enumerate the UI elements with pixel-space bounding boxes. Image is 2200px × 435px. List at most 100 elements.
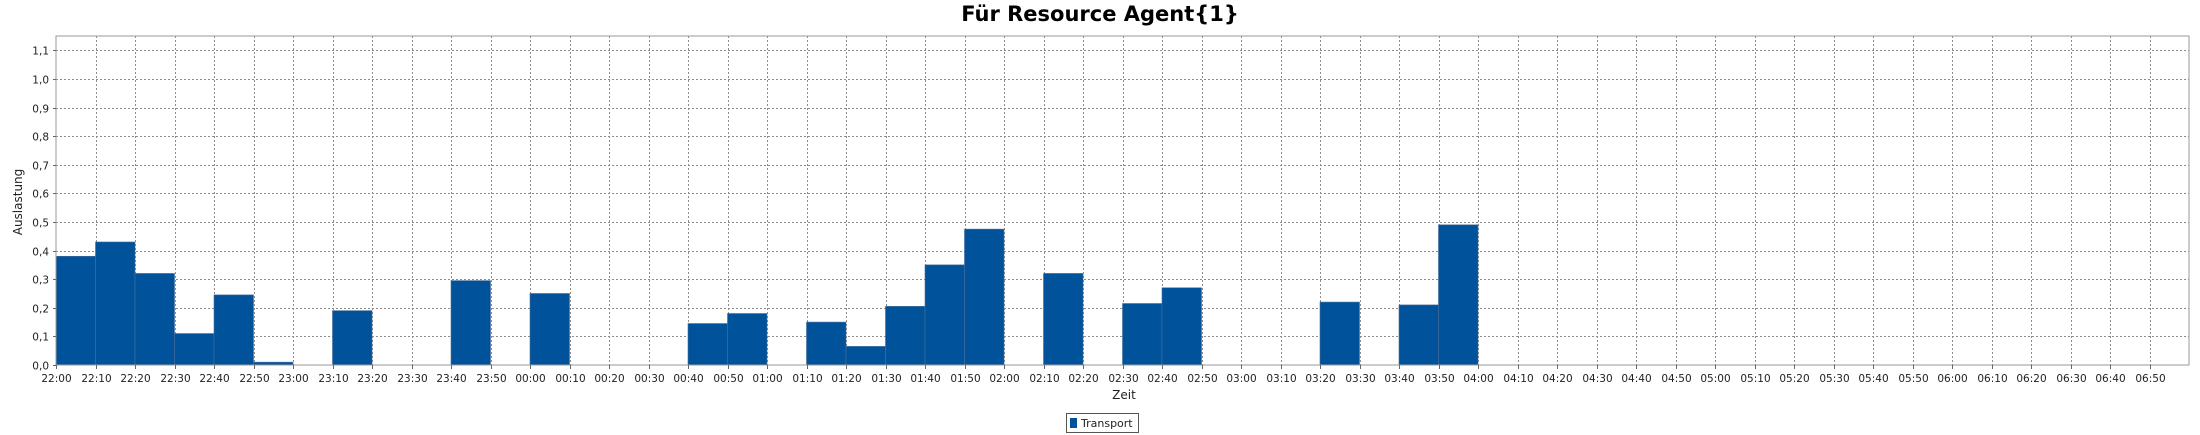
y-tick-label: 0,7 <box>32 161 49 173</box>
x-tick-label: 03:10 <box>1266 373 1296 385</box>
x-tick-label: 03:40 <box>1384 373 1414 385</box>
x-tick-label: 02:40 <box>1147 373 1177 385</box>
plot-area <box>55 35 2190 366</box>
x-tick-label: 02:00 <box>989 373 1019 385</box>
x-tick-label: 22:40 <box>199 373 229 385</box>
x-tick-label: 05:40 <box>1858 373 1888 385</box>
x-tick-label: 04:50 <box>1661 373 1691 385</box>
y-tick-label: 0,8 <box>32 132 49 144</box>
x-tick-label: 23:20 <box>357 373 387 385</box>
bar-0110 <box>806 321 847 366</box>
bar-0240 <box>1161 287 1202 366</box>
legend: Transport <box>1066 413 1139 433</box>
y-tick-label: 0,2 <box>32 304 49 316</box>
bar-2210 <box>95 241 136 366</box>
y-tick-labels: 0,0 0,1 0,2 0,3 0,4 0,5 0,6 0,7 0,8 0,9 1,0 1,1 <box>32 46 49 373</box>
x-tick-label: 22:10 <box>81 373 111 385</box>
bar-0210 <box>1043 273 1084 366</box>
x-tick-label: 04:40 <box>1621 373 1651 385</box>
x-tick-label: 04:00 <box>1463 373 1493 385</box>
grid-lines <box>56 36 2189 365</box>
x-tick-label: 00:10 <box>555 373 585 385</box>
x-tick-label: 04:10 <box>1503 373 1533 385</box>
x-tick-label: 06:00 <box>1937 373 1967 385</box>
x-tick-label: 22:20 <box>120 373 150 385</box>
x-tick-label: 01:20 <box>831 373 861 385</box>
x-tick-label: 00:00 <box>515 373 545 385</box>
x-tick-label: 00:20 <box>594 373 624 385</box>
y-tick-label: 0,4 <box>32 247 49 259</box>
y-tick-label: 0,0 <box>32 361 49 373</box>
x-tick-label: 02:20 <box>1068 373 1098 385</box>
bar-0000 <box>529 293 570 366</box>
bar-series-transport <box>55 224 1479 366</box>
x-tick-label: 04:30 <box>1582 373 1612 385</box>
x-tick-label: 05:10 <box>1740 373 1770 385</box>
bar-2220 <box>134 273 175 366</box>
bar-2310 <box>332 310 373 366</box>
x-tick-label: 02:10 <box>1029 373 1059 385</box>
x-tick-label: 06:40 <box>2095 373 2125 385</box>
y-tick-label: 0,9 <box>32 104 49 116</box>
x-tick-label: 03:20 <box>1305 373 1335 385</box>
bar-2240 <box>213 294 254 366</box>
legend-label-transport: Transport <box>1081 416 1133 430</box>
x-tick-label: 02:30 <box>1108 373 1138 385</box>
x-tick-label: 04:20 <box>1542 373 1572 385</box>
x-tick-label: 01:10 <box>792 373 822 385</box>
axes <box>53 35 2190 369</box>
x-tick-labels: 22:00 22:10 22:20 22:30 22:40 22:50 23:00 23:10… <box>41 373 2165 385</box>
x-tick-label: 22:50 <box>239 373 269 385</box>
x-tick-label: 03:50 <box>1424 373 1454 385</box>
x-tick-label: 23:00 <box>278 373 308 385</box>
bar-0340 <box>1398 304 1439 366</box>
x-tick-label: 05:00 <box>1700 373 1730 385</box>
x-tick-label: 06:20 <box>2016 373 2046 385</box>
x-tick-label: 01:40 <box>910 373 940 385</box>
x-tick-label: 00:40 <box>673 373 703 385</box>
bar-2230 <box>174 333 215 366</box>
bar-2200 <box>55 255 96 366</box>
x-tick-label: 01:50 <box>950 373 980 385</box>
y-tick-label: 0,3 <box>32 275 49 287</box>
x-tick-label: 00:30 <box>634 373 664 385</box>
bar-0320 <box>1319 301 1360 366</box>
bar-2340 <box>450 280 491 366</box>
x-tick-label: 03:30 <box>1345 373 1375 385</box>
x-tick-label: 22:30 <box>160 373 190 385</box>
chart-title: Für Resource Agent{1} <box>961 2 1239 26</box>
y-tick-label: 0,5 <box>32 218 49 230</box>
x-tick-label: 23:10 <box>318 373 348 385</box>
x-tick-label: 23:30 <box>397 373 427 385</box>
x-tick-label: 23:50 <box>476 373 506 385</box>
y-tick-label: 1,0 <box>32 75 49 87</box>
bar-0130 <box>885 306 926 366</box>
bar-0140 <box>924 264 965 366</box>
x-tick-label: 01:00 <box>752 373 782 385</box>
x-tick-label: 02:50 <box>1187 373 1217 385</box>
x-tick-label: 06:50 <box>2135 373 2165 385</box>
x-tick-label: 06:10 <box>1977 373 2007 385</box>
x-tick-label: 00:50 <box>713 373 743 385</box>
bar-0120 <box>845 346 886 366</box>
bar-0350 <box>1438 224 1479 366</box>
x-tick-label: 06:30 <box>2056 373 2086 385</box>
x-tick-label: 05:20 <box>1779 373 1809 385</box>
bar-0150 <box>964 228 1005 366</box>
y-axis-label: Auslastung <box>11 169 25 236</box>
y-tick-label: 0,1 <box>32 332 49 344</box>
x-tick-label: 22:00 <box>41 373 71 385</box>
x-tick-label: 05:30 <box>1819 373 1849 385</box>
bar-0050 <box>727 313 768 366</box>
y-tick-label: 0,6 <box>32 189 49 201</box>
legend-swatch-transport <box>1070 418 1077 428</box>
x-tick-label: 03:00 <box>1226 373 1256 385</box>
bar-0230 <box>1122 303 1163 366</box>
x-tick-label: 05:50 <box>1898 373 1928 385</box>
x-axis-label: Zeit <box>1112 388 1136 402</box>
y-tick-label: 1,1 <box>32 46 49 58</box>
x-tick-label: 23:40 <box>436 373 466 385</box>
bar-0040 <box>687 323 728 366</box>
x-tick-label: 01:30 <box>871 373 901 385</box>
